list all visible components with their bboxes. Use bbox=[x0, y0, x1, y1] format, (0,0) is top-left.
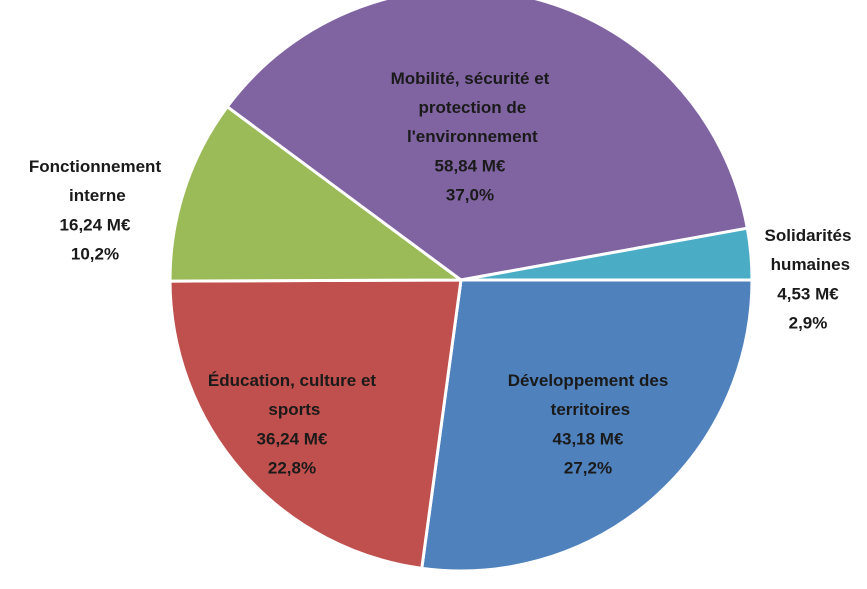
value-label: 4,53 M€ bbox=[777, 284, 839, 303]
slice-label: Éducation, culture et sports bbox=[208, 371, 376, 419]
slice-label: Fonctionnement interne bbox=[29, 157, 162, 205]
percentage-label: 37,0% bbox=[446, 185, 494, 204]
slice-label: Solidarités humaines bbox=[765, 226, 852, 274]
percentage-label: 10,2% bbox=[71, 244, 119, 263]
pie-slice bbox=[168, 104, 466, 283]
pie-slice bbox=[168, 278, 463, 571]
value-label: 16,24 M€ bbox=[60, 215, 131, 234]
pie-slice bbox=[225, 0, 750, 282]
value-label: 36,24 M€ bbox=[257, 429, 328, 448]
slice-label: Mobilité, sécurité et protection de l'en… bbox=[391, 69, 550, 146]
percentage-label: 27,2% bbox=[564, 458, 612, 477]
percentage-label: 2,9% bbox=[789, 313, 828, 332]
value-label: 43,18 M€ bbox=[553, 429, 624, 448]
slice-label: Développement des territoires bbox=[508, 371, 669, 419]
pie-slice bbox=[420, 278, 754, 573]
pie-slice bbox=[460, 226, 754, 282]
value-label: 58,84 M€ bbox=[435, 156, 506, 175]
percentage-label: 22,8% bbox=[268, 458, 316, 477]
